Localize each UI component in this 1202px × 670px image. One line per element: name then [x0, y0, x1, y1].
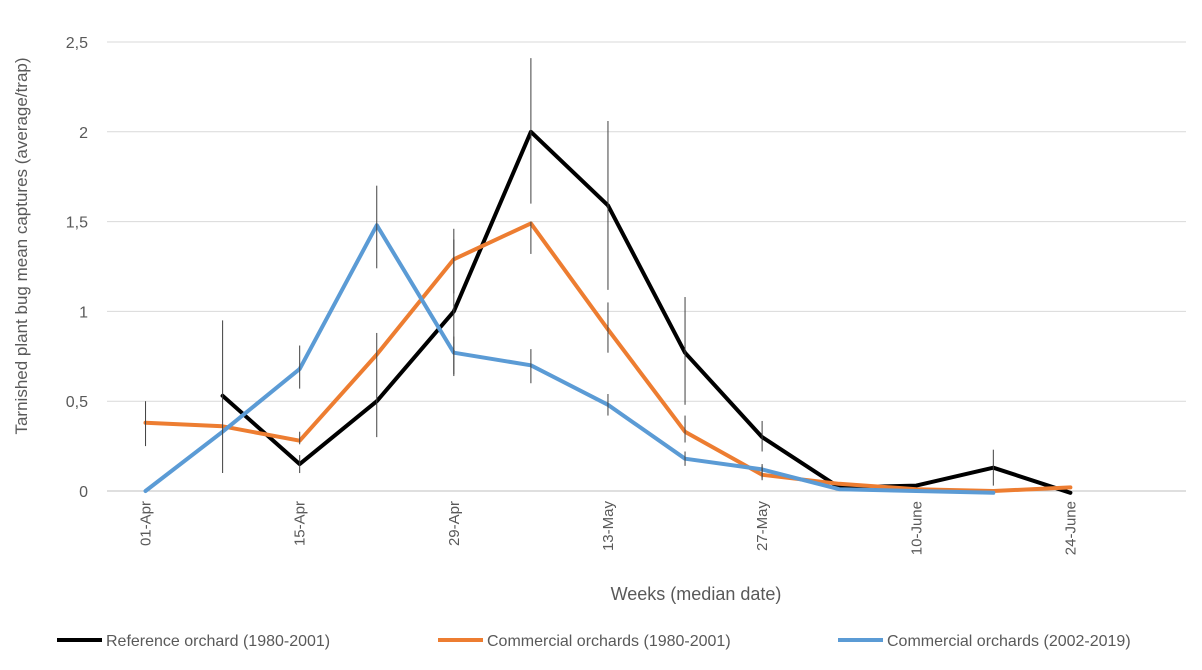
y-tick-label: 1,5	[66, 215, 88, 232]
error-bars	[145, 58, 994, 486]
legend-label: Commercial orchards (2002-2019)	[887, 633, 1131, 650]
y-tick-label: 0,5	[66, 394, 88, 411]
x-tick-label: 24-June	[1062, 501, 1079, 555]
y-axis-ticks: 0 0,5 1 1,5 2 2,5	[66, 35, 88, 501]
series-line	[143, 223, 996, 495]
x-tick-label: 27-May	[754, 501, 771, 552]
y-axis-label: Tarnished plant bug mean captures (avera…	[12, 57, 31, 434]
series-line	[220, 129, 1073, 495]
y-tick-label: 0	[79, 484, 88, 501]
y-tick-label: 2	[79, 125, 88, 142]
y-tick-label: 2,5	[66, 35, 88, 52]
y-tick-label: 1	[79, 304, 88, 321]
x-tick-label: 13-May	[600, 501, 617, 552]
x-tick-label: 10-June	[908, 501, 925, 555]
legend-label: Reference orchard (1980-2001)	[106, 633, 330, 650]
legend-label: Commercial orchards (1980-2001)	[487, 633, 731, 650]
gridlines	[107, 41, 1186, 492]
x-axis-label: Weeks (median date)	[611, 584, 782, 604]
x-tick-label: 15-Apr	[292, 501, 309, 546]
x-tick-label: 29-Apr	[446, 501, 463, 546]
x-tick-label: 01-Apr	[138, 501, 155, 546]
legend: Reference orchard (1980-2001) Commercial …	[57, 633, 1131, 650]
x-axis-ticks: 01-Apr 15-Apr 29-Apr 13-May 27-May 10-June 24-…	[138, 501, 1080, 556]
